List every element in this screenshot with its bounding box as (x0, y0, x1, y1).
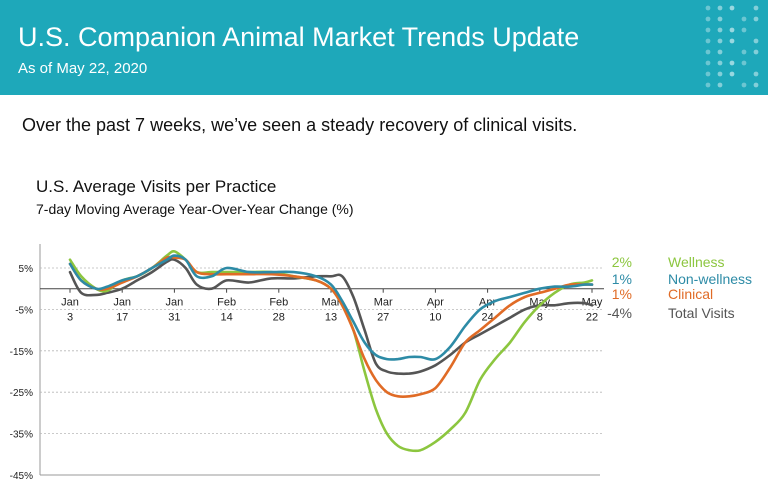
y-tick-label: -25% (10, 388, 33, 399)
x-tick-month: Mar (374, 297, 393, 309)
decor-dot (729, 38, 735, 44)
y-tick-label: -5% (15, 305, 33, 316)
decor-dot (753, 82, 759, 88)
legend-entry: Total Visits (668, 305, 735, 321)
page-date: As of May 22, 2020 (18, 60, 148, 77)
decor-dot (705, 16, 711, 22)
decor-dot (705, 71, 711, 77)
decor-dot (717, 49, 723, 55)
decor-dot (717, 5, 723, 11)
x-tick-date: 27 (377, 312, 389, 324)
x-tick-date: 17 (116, 312, 128, 324)
decor-dot (741, 49, 747, 55)
decor-dot (705, 27, 711, 33)
decor-dot (717, 71, 723, 77)
decor-dot (729, 5, 735, 11)
x-tick-month: Jan (61, 297, 79, 309)
decor-dot (717, 27, 723, 33)
decor-dot (705, 5, 711, 11)
end-value-label: 2% (612, 254, 632, 270)
x-tick-month: Jan (113, 297, 131, 309)
chart-title: U.S. Average Visits per Practice (36, 177, 277, 196)
chart-subtitle: 7-day Moving Average Year-Over-Year Chan… (36, 201, 354, 217)
decor-dot (753, 49, 759, 55)
y-tick-label: -15% (10, 347, 33, 358)
series-line-non-wellness (68, 254, 594, 361)
x-tick-date: 8 (537, 312, 543, 324)
y-tick-label: -45% (10, 471, 33, 482)
decor-dot (741, 60, 747, 66)
y-tick-label: 5% (19, 264, 34, 275)
decor-dot (705, 38, 711, 44)
legend-entry: Wellness (668, 254, 725, 270)
header-banner: U.S. Companion Animal Market Trends Upda… (0, 0, 768, 95)
x-tick-month: Mar (322, 297, 341, 309)
decor-dot (717, 38, 723, 44)
series-line-clinical (68, 255, 594, 399)
decor-dot (741, 27, 747, 33)
x-tick-date: 14 (220, 312, 232, 324)
decor-dot (729, 71, 735, 77)
summary-headline: Over the past 7 weeks, we’ve seen a stea… (22, 115, 578, 135)
end-value-label: 1% (612, 271, 632, 287)
x-tick-date: 3 (67, 312, 73, 324)
x-tick-date: 28 (273, 312, 285, 324)
decor-dot (753, 16, 759, 22)
x-tick-month: Jan (166, 297, 184, 309)
legend-entry: Clinical (668, 286, 713, 302)
y-tick-label: -35% (10, 430, 33, 441)
decor-dot (753, 5, 759, 11)
decor-dot (705, 82, 711, 88)
x-tick-date: 31 (168, 312, 180, 324)
x-tick-month: May (582, 297, 603, 309)
decor-dot (705, 49, 711, 55)
end-value-label: 1% (612, 286, 632, 302)
x-tick-month: Feb (269, 297, 288, 309)
x-tick-month: Feb (217, 297, 236, 309)
x-tick-month: Apr (427, 297, 444, 309)
x-tick-date: 13 (325, 312, 337, 324)
end-value-label: -4% (607, 305, 632, 321)
decor-dot (753, 71, 759, 77)
legend-entry: Non-wellness (668, 271, 752, 287)
decor-dot (729, 27, 735, 33)
x-tick-date: 10 (429, 312, 441, 324)
decor-dot (717, 16, 723, 22)
decorative-dots-pattern (705, 5, 759, 88)
decor-dot (741, 82, 747, 88)
decor-dot (717, 82, 723, 88)
decor-dot (753, 38, 759, 44)
series-line-total-visits (68, 258, 594, 376)
decor-dot (741, 16, 747, 22)
x-tick-date: 22 (586, 312, 598, 324)
decor-dot (729, 60, 735, 66)
decor-dot (717, 60, 723, 66)
decor-dot (705, 60, 711, 66)
page-title: U.S. Companion Animal Market Trends Upda… (18, 22, 580, 52)
